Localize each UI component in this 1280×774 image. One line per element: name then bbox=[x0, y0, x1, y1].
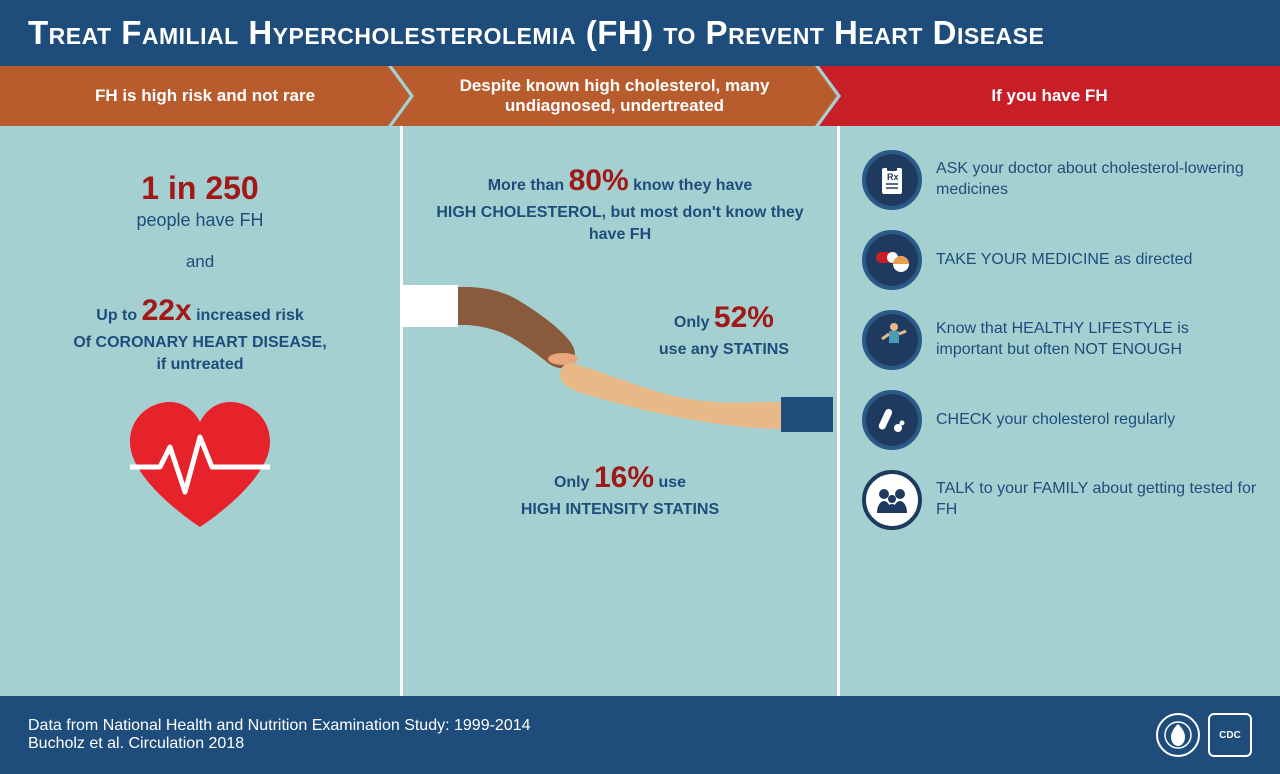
stat-awareness: More than 80% know they have HIGH CHOLES… bbox=[431, 160, 809, 247]
action-lifestyle: Know that HEALTHY LIFESTYLE is important… bbox=[862, 310, 1258, 370]
action-text: ASK your doctor about cholesterol-loweri… bbox=[936, 159, 1258, 201]
stat-statins: Only 52% use any STATINS bbox=[659, 297, 789, 361]
action-take-medicine: TAKE YOUR MEDICINE as directed bbox=[862, 230, 1258, 290]
test-tube-icon bbox=[862, 390, 922, 450]
stat-prevalence: 1 in 250 bbox=[141, 170, 258, 206]
footer-citation: Data from National Health and Nutrition … bbox=[28, 717, 531, 753]
cdc-logo: CDC bbox=[1156, 713, 1252, 757]
action-family: TALK to your FAMILY about getting tested… bbox=[862, 470, 1258, 530]
runner-icon bbox=[862, 310, 922, 370]
column-actions: Rx ASK your doctor about cholesterol-low… bbox=[840, 126, 1280, 696]
cdc-logo-icon: CDC bbox=[1208, 713, 1252, 757]
svg-text:Rx: Rx bbox=[887, 172, 899, 182]
action-text: TALK to your FAMILY about getting tested… bbox=[936, 479, 1258, 521]
footer: Data from National Health and Nutrition … bbox=[0, 696, 1280, 774]
tab-undiagnosed: Despite known high cholesterol, many und… bbox=[392, 66, 837, 126]
hhs-seal-icon bbox=[1156, 713, 1200, 757]
stat-risk-line3: if untreated bbox=[28, 354, 372, 376]
tab-row: FH is high risk and not rare Despite kno… bbox=[0, 66, 1280, 126]
column-risk: 1 in 250 people have FH and Up to 22x in… bbox=[0, 126, 400, 696]
family-icon bbox=[862, 470, 922, 530]
heart-icon bbox=[28, 397, 372, 542]
pill-icon bbox=[862, 230, 922, 290]
action-text: CHECK your cholesterol regularly bbox=[936, 410, 1175, 431]
action-ask-doctor: Rx ASK your doctor about cholesterol-low… bbox=[862, 150, 1258, 210]
and-text: and bbox=[28, 252, 372, 272]
content-row: 1 in 250 people have FH and Up to 22x in… bbox=[0, 126, 1280, 696]
action-text: Know that HEALTHY LIFESTYLE is important… bbox=[936, 319, 1258, 361]
action-text: TAKE YOUR MEDICINE as directed bbox=[936, 250, 1192, 271]
tab-risk: FH is high risk and not rare bbox=[0, 66, 410, 126]
action-check: CHECK your cholesterol regularly bbox=[862, 390, 1258, 450]
rx-icon: Rx bbox=[862, 150, 922, 210]
page-title: Treat Familial Hypercholesterolemia (FH)… bbox=[0, 0, 1280, 66]
stat-risk: Up to 22x increased risk bbox=[28, 290, 372, 332]
hands-illustration: Only 52% use any STATINS bbox=[431, 257, 809, 447]
column-undiagnosed: More than 80% know they have HIGH CHOLES… bbox=[400, 126, 840, 696]
tab-if-you-have: If you have FH bbox=[819, 66, 1280, 126]
stat-risk-line2: Of CORONARY HEART DISEASE, bbox=[28, 332, 372, 354]
stat-prevalence-label: people have FH bbox=[28, 207, 372, 234]
stat-high-intensity: Only 16% use HIGH INTENSITY STATINS bbox=[431, 457, 809, 521]
